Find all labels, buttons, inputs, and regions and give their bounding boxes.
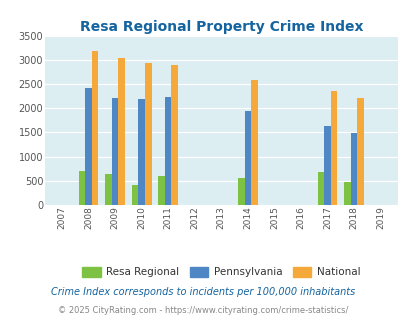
Bar [85,88,92,205]
Bar [323,126,330,205]
Text: © 2025 CityRating.com - https://www.cityrating.com/crime-statistics/: © 2025 CityRating.com - https://www.city… [58,306,347,315]
Bar [251,80,257,205]
Bar [105,174,111,205]
Legend: Resa Regional, Pennsylvania, National: Resa Regional, Pennsylvania, National [79,264,362,280]
Bar [118,58,125,205]
Bar [171,65,178,205]
Bar [138,99,145,205]
Bar [145,63,151,205]
Bar [343,182,350,205]
Bar [164,97,171,205]
Bar [158,176,164,205]
Bar [356,98,363,205]
Bar [131,185,138,205]
Bar [92,51,98,205]
Bar [111,98,118,205]
Text: Crime Index corresponds to incidents per 100,000 inhabitants: Crime Index corresponds to incidents per… [51,287,354,297]
Bar [330,91,337,205]
Bar [317,172,323,205]
Bar [350,133,356,205]
Bar [244,111,251,205]
Bar [237,178,244,205]
Title: Resa Regional Property Crime Index: Resa Regional Property Crime Index [79,20,362,34]
Bar [78,171,85,205]
